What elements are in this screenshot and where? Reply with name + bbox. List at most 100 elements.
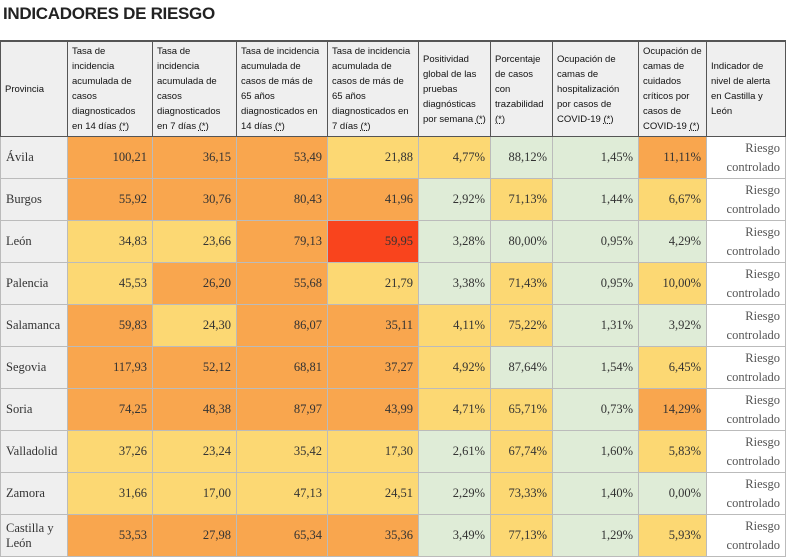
footnote-link[interactable]: (*): [119, 121, 130, 132]
indicator-cell: 17,30: [327, 430, 419, 473]
column-header: Porcentaje de casos con trazabilidad (*): [490, 40, 553, 137]
indicator-cell: 4,92%: [418, 346, 491, 389]
indicator-cell: 0,95%: [552, 220, 639, 263]
province-cell: Castilla y León: [0, 514, 68, 557]
province-cell: Valladolid: [0, 430, 68, 473]
indicator-cell: 43,99: [327, 388, 419, 431]
column-header-label: Indicador de nivel de alerta en Castilla…: [711, 61, 771, 117]
column-header-label: Positividad global de las pruebas diagnó…: [423, 53, 477, 125]
alert-level-line1: Riesgo: [745, 392, 780, 407]
indicator-cell: 47,13: [236, 472, 328, 515]
page-title: INDICADORES DE RIESGO: [3, 4, 215, 23]
indicator-cell: 24,51: [327, 472, 419, 515]
footnote-link[interactable]: (*): [689, 121, 700, 132]
indicator-cell: 0,00%: [638, 472, 707, 515]
indicator-cell: 24,30: [152, 304, 237, 347]
indicator-cell: 74,25: [67, 388, 153, 431]
footnote-link[interactable]: (*): [603, 113, 614, 125]
indicator-cell: 35,11: [327, 304, 419, 347]
column-header: Tasa de incidencia acumulada de casos di…: [152, 40, 237, 137]
alert-level-cell: Riesgo controlado: [706, 304, 786, 347]
indicator-cell: 0,73%: [552, 388, 639, 431]
indicator-cell: 79,13: [236, 220, 328, 263]
province-cell: Palencia: [0, 262, 68, 305]
footnote-link[interactable]: (*): [274, 121, 285, 132]
indicator-cell: 21,79: [327, 262, 419, 305]
column-header: Tasa de incidencia acumulada de casos di…: [67, 40, 153, 137]
indicator-cell: 100,21: [67, 136, 153, 179]
indicator-cell: 48,38: [152, 388, 237, 431]
indicator-cell: 41,96: [327, 178, 419, 221]
footnote-link[interactable]: (*): [495, 113, 506, 125]
alert-level-line1: Riesgo: [745, 308, 780, 323]
indicator-cell: 21,88: [327, 136, 419, 179]
alert-level-line1: Riesgo: [745, 476, 780, 491]
indicator-cell: 45,53: [67, 262, 153, 305]
indicator-cell: 4,77%: [418, 136, 491, 179]
indicator-cell: 1,29%: [552, 514, 639, 557]
alert-level-line1: Riesgo: [745, 266, 780, 281]
table-row: Ávila 100,21 36,15 53,49 21,88 4,77% 88,12% 1,4…: [0, 136, 786, 179]
footnote-link[interactable]: (*): [198, 121, 209, 132]
indicator-cell: 10,00%: [638, 262, 707, 305]
province-cell: Ávila: [0, 136, 68, 179]
column-header: Tasa de incidencia acumulada de casos de…: [236, 40, 328, 137]
province-cell: Soria: [0, 388, 68, 431]
table-row: Castilla y León 53,53 27,98 65,34 35,36 3,49%…: [0, 514, 786, 557]
indicator-cell: 88,12%: [490, 136, 553, 179]
indicator-cell: 26,20: [152, 262, 237, 305]
alert-level-cell: Riesgo controlado: [706, 514, 786, 557]
indicator-cell: 6,67%: [638, 178, 707, 221]
footnote-link[interactable]: (*): [360, 121, 371, 132]
column-header: Positividad global de las pruebas diagnó…: [418, 40, 491, 137]
indicator-cell: 1,45%: [552, 136, 639, 179]
indicator-cell: 2,29%: [418, 472, 491, 515]
table-row: León 34,83 23,66 79,13 59,95 3,28% 80,00% 0,95%…: [0, 220, 786, 263]
indicator-cell: 1,44%: [552, 178, 639, 221]
alert-level-line1: Riesgo: [745, 350, 780, 365]
footnote-link[interactable]: (*): [475, 113, 486, 125]
indicator-cell: 67,74%: [490, 430, 553, 473]
column-header-label: Tasa de incidencia acumulada de casos di…: [72, 46, 136, 132]
indicator-cell: 2,92%: [418, 178, 491, 221]
indicator-cell: 65,34: [236, 514, 328, 557]
province-cell: Segovia: [0, 346, 68, 389]
alert-level-cell: Riesgo controlado: [706, 346, 786, 389]
indicator-cell: 3,49%: [418, 514, 491, 557]
table-row: Soria 74,25 48,38 87,97 43,99 4,71% 65,71% 0,73…: [0, 388, 786, 431]
column-header: Tasa de incidencia acumulada de casos de…: [327, 40, 419, 137]
indicator-cell: 11,11%: [638, 136, 707, 179]
column-header: Ocupación de camas de cuidados críticos …: [638, 40, 707, 137]
alert-level-line2: controlado: [726, 537, 780, 552]
indicator-cell: 87,97: [236, 388, 328, 431]
indicator-cell: 86,07: [236, 304, 328, 347]
alert-level-line1: Riesgo: [745, 182, 780, 197]
alert-level-cell: Riesgo controlado: [706, 136, 786, 179]
alert-level-line1: Riesgo: [745, 434, 780, 449]
alert-level-line2: controlado: [726, 453, 780, 468]
alert-level-line1: Riesgo: [745, 518, 780, 533]
indicator-cell: 27,98: [152, 514, 237, 557]
table-row: Zamora 31,66 17,00 47,13 24,51 2,29% 73,33% 1,4…: [0, 472, 786, 515]
alert-level-line2: controlado: [726, 201, 780, 216]
alert-level-line2: controlado: [726, 411, 780, 426]
indicator-cell: 87,64%: [490, 346, 553, 389]
indicator-cell: 37,27: [327, 346, 419, 389]
province-cell: Burgos: [0, 178, 68, 221]
indicator-cell: 1,40%: [552, 472, 639, 515]
indicator-cell: 117,93: [67, 346, 153, 389]
table-row: Salamanca 59,83 24,30 86,07 35,11 4,11% 75,22%…: [0, 304, 786, 347]
indicator-cell: 37,26: [67, 430, 153, 473]
indicator-cell: 35,36: [327, 514, 419, 557]
alert-level-cell: Riesgo controlado: [706, 220, 786, 263]
indicator-cell: 75,22%: [490, 304, 553, 347]
indicator-cell: 53,49: [236, 136, 328, 179]
alert-level-cell: Riesgo controlado: [706, 178, 786, 221]
indicator-cell: 31,66: [67, 472, 153, 515]
alert-level-line2: controlado: [726, 369, 780, 384]
indicator-cell: 17,00: [152, 472, 237, 515]
column-header-label: Tasa de incidencia acumulada de casos de…: [332, 46, 411, 132]
table-header-row: Provincia Tasa de incidencia acumulada de…: [0, 40, 786, 137]
indicator-cell: 4,71%: [418, 388, 491, 431]
indicator-cell: 3,28%: [418, 220, 491, 263]
